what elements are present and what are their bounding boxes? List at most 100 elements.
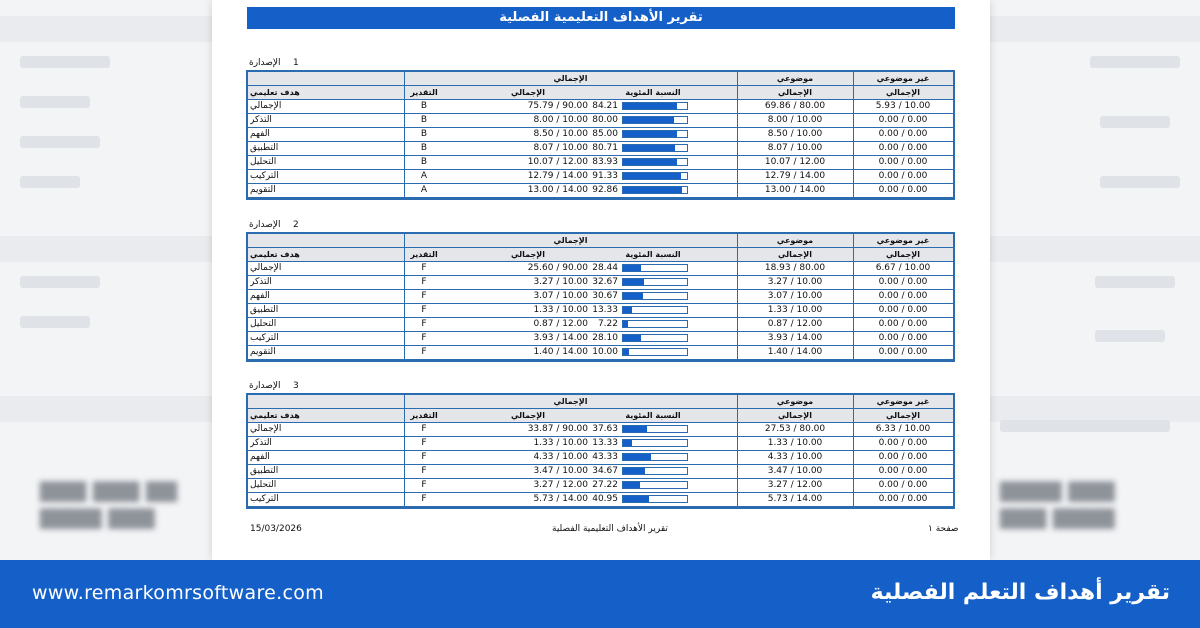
total-score: 1.40 / 14.00 xyxy=(533,347,588,357)
percent-value: 34.67 xyxy=(592,466,618,476)
bg-blurred-text: ▇▇▇ ▇▇▇▇ xyxy=(1000,505,1115,529)
bg-block xyxy=(1090,56,1180,68)
bg-block xyxy=(20,276,100,288)
outcome-name: التقويم xyxy=(250,185,276,195)
percent-bar-fill xyxy=(623,349,630,355)
footer-page-number: صفحة ١ xyxy=(928,524,959,534)
percent-bar-fill xyxy=(623,187,683,193)
total-score: 3.07 / 10.00 xyxy=(533,291,588,301)
rating: F xyxy=(421,305,427,315)
objective-score: 4.33 / 10.00 xyxy=(767,452,823,462)
percent-bar xyxy=(622,116,688,124)
percent-value: 92.86 xyxy=(592,185,618,195)
objective-score: 10.07 / 12.00 xyxy=(764,157,826,167)
outcome-name: التحليل xyxy=(250,319,277,329)
total-score: 3.47 / 10.00 xyxy=(533,466,588,476)
header-objective-total: الإجمالي xyxy=(778,411,812,420)
percent-bar xyxy=(622,481,688,489)
percent-bar xyxy=(622,306,688,314)
non-objective-score: 0.00 / 0.00 xyxy=(878,347,928,357)
non-objective-score: 0.00 / 0.00 xyxy=(878,143,928,153)
table-row: الفهم F 4.33 / 10.00 43.33 4.33 / 10.00 0.00 … xyxy=(248,451,953,465)
rating: A xyxy=(420,171,428,181)
percent-value: 85.00 xyxy=(592,129,618,139)
percent-value: 13.33 xyxy=(592,305,618,315)
group-header-row: الإجمالي موضوعي غير موضوعي xyxy=(248,395,953,409)
percent-bar xyxy=(622,172,688,180)
total-score: 3.27 / 10.00 xyxy=(533,277,588,287)
header-total: الإجمالي xyxy=(511,88,545,97)
percent-bar-fill xyxy=(623,468,646,474)
total-score: 8.00 / 10.00 xyxy=(533,115,588,125)
table-row: التطبيق F 1.33 / 10.00 13.33 1.33 / 10.00 0.0… xyxy=(248,304,953,318)
rating: F xyxy=(421,452,427,462)
total-score: 13.00 / 14.00 xyxy=(527,185,588,195)
objective-score: 12.79 / 14.00 xyxy=(764,171,826,181)
table-row: الإجمالي F 33.87 / 90.00 37.63 27.53 / 80.00… xyxy=(248,423,953,437)
table-row: الإجمالي F 25.60 / 90.00 28.44 18.93 / 80.00… xyxy=(248,262,953,276)
release-label: الإصدارة xyxy=(249,58,281,68)
rating: F xyxy=(421,466,427,476)
outcome-name: التطبيق xyxy=(250,305,279,315)
header-objective: موضوعي xyxy=(776,236,814,245)
objective-score: 18.93 / 80.00 xyxy=(764,263,826,273)
objective-score: 69.86 / 80.00 xyxy=(764,101,826,111)
column-divider xyxy=(853,395,854,507)
column-divider xyxy=(853,72,854,198)
table-row: التحليل F 0.87 / 12.00 7.22 0.87 / 12.00 0.00… xyxy=(248,318,953,332)
header-total: الإجمالي xyxy=(511,411,545,420)
non-objective-score: 0.00 / 0.00 xyxy=(878,494,928,504)
bg-block xyxy=(20,176,80,188)
table-row: التركيب F 3.93 / 14.00 28.10 3.93 / 14.00 0.0… xyxy=(248,332,953,346)
total-score: 3.27 / 12.00 xyxy=(533,480,588,490)
total-score: 5.73 / 14.00 xyxy=(533,494,588,504)
website-link[interactable]: www.remarkomrsoftware.com xyxy=(32,582,324,604)
percent-value: 7.22 xyxy=(597,319,618,329)
percent-bar xyxy=(622,320,688,328)
outcome-name: التذكر xyxy=(250,438,272,448)
total-score: 1.33 / 10.00 xyxy=(533,305,588,315)
header-percent: النسبة المئوية xyxy=(625,411,681,420)
outcome-name: التركيب xyxy=(250,494,279,504)
percent-bar-fill xyxy=(623,307,632,313)
percent-bar-fill xyxy=(623,131,678,137)
rating: F xyxy=(421,277,427,287)
percent-value: 10.00 xyxy=(592,347,618,357)
percent-value: 91.33 xyxy=(592,171,618,181)
total-score: 8.50 / 10.00 xyxy=(533,129,588,139)
non-objective-score: 6.33 / 10.00 xyxy=(875,424,931,434)
header-percent: النسبة المئوية xyxy=(625,88,681,97)
rating: F xyxy=(421,333,427,343)
non-objective-score: 0.00 / 0.00 xyxy=(878,319,928,329)
outcome-name: الفهم xyxy=(250,291,270,301)
percent-value: 27.22 xyxy=(592,480,618,490)
bg-block xyxy=(20,136,100,148)
percent-bar-fill xyxy=(623,321,628,327)
outcome-name: التذكر xyxy=(250,115,272,125)
table-row: التطبيق F 3.47 / 10.00 34.67 3.47 / 10.00 0.0… xyxy=(248,465,953,479)
header-total-group: الإجمالي xyxy=(553,236,588,245)
bg-block xyxy=(20,316,90,328)
rating: F xyxy=(421,480,427,490)
rating: B xyxy=(420,143,428,153)
header-non-objective: غير موضوعي xyxy=(876,236,930,245)
header-objective: موضوعي xyxy=(776,397,814,406)
percent-bar xyxy=(622,467,688,475)
table-row: الفهم F 3.07 / 10.00 30.67 3.07 / 10.00 0.00 … xyxy=(248,290,953,304)
total-score: 8.07 / 10.00 xyxy=(533,143,588,153)
percent-value: 37.63 xyxy=(592,424,618,434)
percent-bar-fill xyxy=(623,293,643,299)
percent-bar xyxy=(622,453,688,461)
release-3-table: الإجمالي موضوعي غير موضوعي هدف تعليمي التقدي… xyxy=(246,393,955,509)
percent-bar-fill xyxy=(623,426,648,432)
outcome-name: التذكر xyxy=(250,277,272,287)
non-objective-score: 0.00 / 0.00 xyxy=(878,291,928,301)
non-objective-score: 0.00 / 0.00 xyxy=(878,333,928,343)
header-rating: التقدير xyxy=(410,88,438,97)
total-score: 10.07 / 12.00 xyxy=(527,157,588,167)
header-non-objective-total: الإجمالي xyxy=(886,88,920,97)
outcome-name: الإجمالي xyxy=(250,101,282,111)
bg-block xyxy=(1100,176,1180,188)
total-score: 4.33 / 10.00 xyxy=(533,452,588,462)
percent-bar xyxy=(622,292,688,300)
